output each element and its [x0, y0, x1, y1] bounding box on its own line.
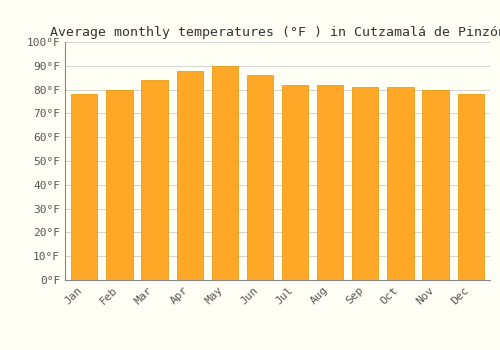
- Bar: [388, 87, 413, 280]
- Bar: [71, 94, 98, 280]
- Bar: [176, 71, 203, 280]
- Bar: [422, 90, 448, 280]
- Bar: [282, 85, 308, 280]
- Bar: [106, 90, 132, 280]
- Bar: [458, 94, 484, 280]
- Bar: [247, 75, 273, 280]
- Title: Average monthly temperatures (°F ) in Cutzamalá de Pinzón: Average monthly temperatures (°F ) in Cu…: [50, 27, 500, 40]
- Bar: [212, 66, 238, 280]
- Bar: [317, 85, 344, 280]
- Bar: [142, 80, 168, 280]
- Bar: [352, 87, 378, 280]
